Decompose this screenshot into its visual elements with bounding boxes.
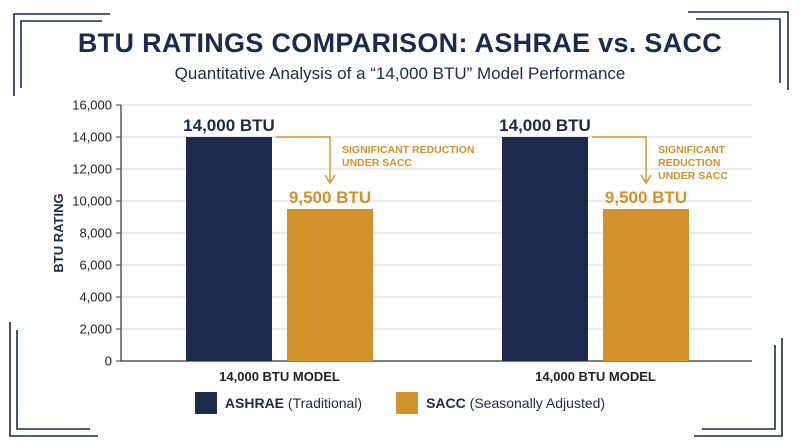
annotation-text: UNDER SACC: [658, 170, 728, 182]
y-tick-label: 4,000: [79, 290, 112, 305]
y-axis-label: BTU RATING: [51, 193, 66, 272]
y-tick-label: 6,000: [79, 258, 112, 273]
y-tick-label: 10,000: [72, 194, 112, 209]
data-label-ashrae: 14,000 BTU: [183, 116, 275, 135]
frame-corner-top-left-inner: [20, 20, 102, 88]
chart-subtitle: Quantitative Analysis of a “14,000 BTU” …: [174, 64, 626, 83]
annotation-arrowhead: [324, 174, 336, 185]
annotation-text: REDUCTION: [658, 157, 720, 169]
y-tick-label: 8,000: [79, 226, 112, 241]
frame-corner-top-right: [688, 11, 789, 90]
legend: ASHRAE (Traditional) SACC (Seasonally Ad…: [0, 392, 800, 414]
data-label-ashrae: 14,000 BTU: [499, 116, 591, 135]
legend-swatch-ashrae: [194, 392, 217, 414]
data-label-sacc: 9,500 BTU: [605, 188, 687, 207]
legend-label-ashrae: ASHRAE (Traditional): [225, 395, 362, 411]
legend-item-sacc: SACC (Seasonally Adjusted): [396, 392, 605, 414]
annotation-text: SIGNIFICANT REDUCTION: [342, 144, 474, 156]
frame-corner-bottom-right: [694, 338, 783, 437]
legend-swatch-sacc: [396, 392, 419, 414]
data-label-sacc: 9,500 BTU: [289, 188, 371, 207]
y-tick-label: 14,000: [72, 130, 112, 145]
y-tick-label: 0: [105, 354, 112, 369]
legend-name-sacc: SACC: [426, 395, 466, 411]
chart-title: BTU RATINGS COMPARISON: ASHRAE vs. SACC: [77, 28, 723, 58]
frame-corner-top-left: [13, 13, 110, 96]
annotation-text: SIGNIFICANT: [658, 144, 726, 156]
y-tick-label: 2,000: [79, 322, 112, 337]
legend-label-sacc: SACC (Seasonally Adjusted): [426, 395, 605, 411]
bar-sacc: [603, 209, 689, 361]
legend-item-ashrae: ASHRAE (Traditional): [194, 392, 362, 414]
legend-desc-ashrae: (Traditional): [287, 395, 363, 411]
x-category-label: 14,000 BTU MODEL: [535, 369, 656, 384]
frame-corner-bottom-left: [9, 322, 98, 437]
annotation-connector: [592, 136, 647, 181]
annotation-text: UNDER SACC: [342, 157, 412, 169]
y-tick-label: 12,000: [72, 162, 112, 177]
frame-corner-bottom-left-inner: [16, 330, 90, 430]
frame-corner-bottom-right-inner: [702, 345, 776, 430]
legend-desc-sacc: (Seasonally Adjusted): [469, 395, 606, 411]
y-tick-label: 16,000: [72, 98, 112, 113]
x-category-label: 14,000 BTU MODEL: [219, 369, 340, 384]
legend-name-ashrae: ASHRAE: [224, 395, 285, 411]
bar-ashrae: [502, 137, 588, 361]
bar-ashrae: [186, 137, 272, 361]
annotation-connector: [276, 136, 331, 181]
annotation-arrowhead: [640, 174, 652, 185]
bar-sacc: [287, 209, 373, 361]
frame-corner-top-right-inner: [696, 18, 781, 83]
